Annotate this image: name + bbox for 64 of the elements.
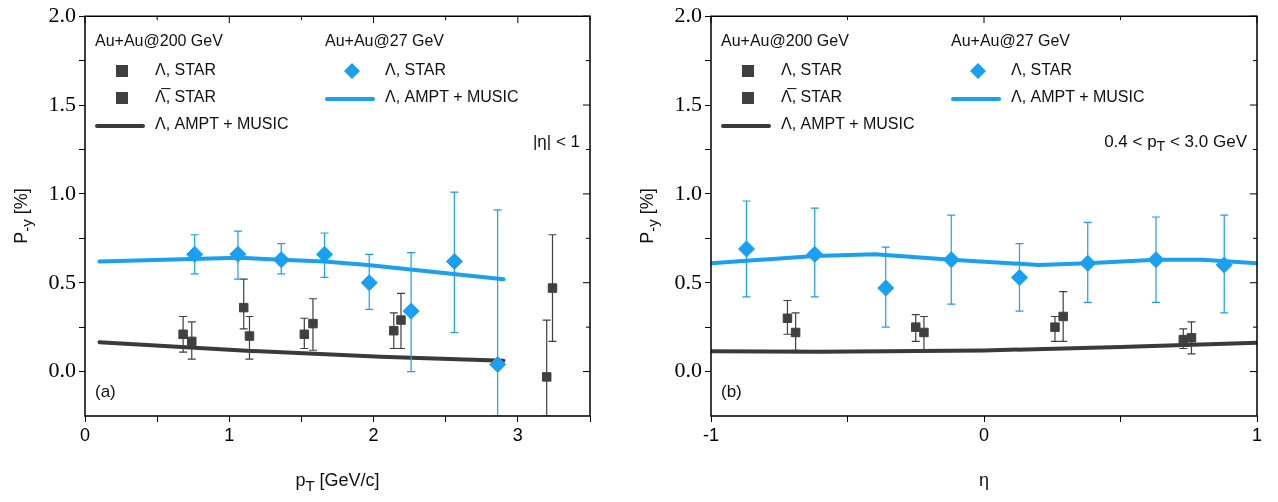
annotation: Au+Au@27 GeV <box>951 32 1070 51</box>
point <box>187 336 197 347</box>
annotation: Au+Au@200 GeV <box>95 32 223 51</box>
x-tick-label: 0 <box>79 424 91 445</box>
point <box>806 245 824 263</box>
point <box>541 372 552 382</box>
point <box>389 325 399 336</box>
annotation: 0.4 < p$_{T}$ < 3.0 GeV <box>1104 132 1247 155</box>
point <box>1079 254 1097 272</box>
x-tick-label: 0 <box>978 424 990 445</box>
y-tick-label: 1.5 <box>48 90 76 116</box>
x-tick-label: -1 <box>702 424 720 445</box>
point <box>737 240 755 258</box>
annotation: Au+Au@200 GeV <box>721 32 849 51</box>
point <box>911 322 921 332</box>
annotation: (a) <box>95 382 116 402</box>
point <box>782 313 793 324</box>
legend-label: Λ, AMPT + MUSIC <box>385 88 519 107</box>
annotation: (b) <box>721 382 742 402</box>
point <box>1058 311 1068 322</box>
legend-label: Λ, STAR <box>1011 61 1073 80</box>
x-tick-label: 1 <box>224 424 235 445</box>
legend-label: Λ, AMPT + MUSIC <box>1011 88 1145 107</box>
legend-label: Λ̅, STAR <box>781 88 843 107</box>
y-tick-label: 1.0 <box>48 179 76 205</box>
point <box>299 329 310 340</box>
x-tick-label: 3 <box>512 424 523 445</box>
point <box>790 327 801 338</box>
x-tick-label: 2 <box>368 424 379 445</box>
legend-label: Λ̅, STAR <box>155 88 217 107</box>
point <box>547 283 558 293</box>
annotation: |η| < 1 <box>532 132 580 153</box>
point <box>238 302 249 313</box>
point <box>1050 322 1060 332</box>
point <box>186 245 204 263</box>
x-axis-title: η <box>978 470 990 491</box>
legend-label: Λ, AMPT + MUSIC <box>781 115 915 134</box>
y-tick-label: 0.0 <box>48 357 76 383</box>
y-tick-label: 2.0 <box>48 1 76 27</box>
point <box>877 279 895 297</box>
point <box>396 315 406 325</box>
point <box>1215 256 1233 274</box>
legend-label: Λ, STAR <box>155 61 217 80</box>
y-tick-label: 0.5 <box>674 268 702 294</box>
y-tick-label: 1.0 <box>674 179 702 205</box>
legend-label: Λ, STAR <box>781 61 843 80</box>
point <box>244 331 255 341</box>
y-tick-label: 0.5 <box>48 268 76 294</box>
point <box>178 329 188 340</box>
legend-label: Λ, STAR <box>385 61 447 80</box>
annotation: Au+Au@27 GeV <box>325 32 444 51</box>
legend-label: Λ, AMPT + MUSIC <box>155 115 289 134</box>
point <box>360 274 378 292</box>
y-tick-label: 0.0 <box>674 357 702 383</box>
y-tick-label: 1.5 <box>674 90 702 116</box>
point <box>1178 334 1189 345</box>
point <box>1010 268 1028 286</box>
x-axis-title: p$_{T}$ [GeV/c] <box>295 470 380 494</box>
point <box>942 251 960 269</box>
point <box>489 355 507 373</box>
point <box>272 251 290 269</box>
point <box>445 252 463 270</box>
y-tick-label: 2.0 <box>674 1 702 27</box>
x-tick-label: 1 <box>1251 424 1263 445</box>
